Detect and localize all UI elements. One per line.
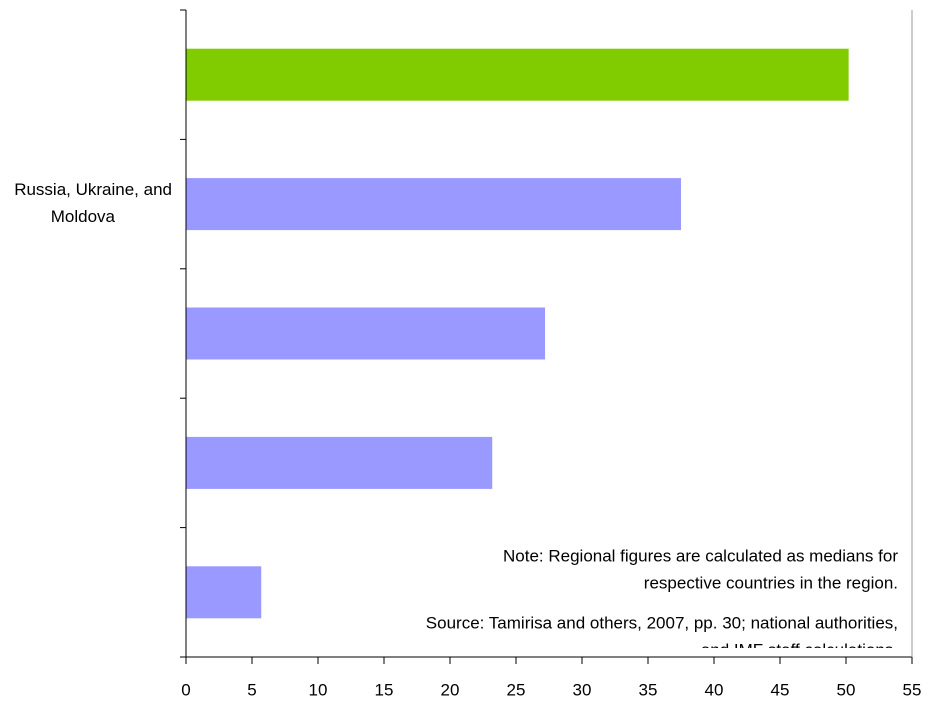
bar	[186, 307, 546, 360]
x-tick-label: 0	[181, 680, 190, 699]
x-tick-label: 50	[837, 680, 856, 699]
x-tick-label: 20	[441, 680, 460, 699]
x-tick-label: 10	[309, 680, 328, 699]
label-line: Moldova	[51, 208, 116, 227]
bar	[186, 436, 493, 489]
bar	[186, 48, 849, 101]
note-group: Note: Regional figures are calculated as…	[426, 546, 899, 659]
x-tick-label: 5	[247, 680, 256, 699]
label-line: Russia, Ukraine, and	[14, 181, 172, 200]
annotation: and IMF staff calculations.	[701, 640, 898, 659]
bar	[186, 566, 262, 619]
bar	[186, 178, 681, 231]
x-tick-label: 40	[705, 680, 724, 699]
x-tick-label: 15	[375, 680, 394, 699]
x-tick-label: 45	[771, 680, 790, 699]
x-tick-label: 35	[639, 680, 658, 699]
x-tick-label: 55	[903, 680, 922, 699]
annotation: Note: Regional figures are calculated as…	[503, 546, 898, 565]
annotation: respective countries in the region.	[644, 573, 898, 592]
annotation: Source: Tamirisa and others, 2007, pp. 3…	[426, 613, 898, 632]
y-tick-label: Russia, Ukraine, and Moldova	[14, 181, 172, 227]
x-tick-label: 25	[507, 680, 526, 699]
x-tick-label: 30	[573, 680, 592, 699]
